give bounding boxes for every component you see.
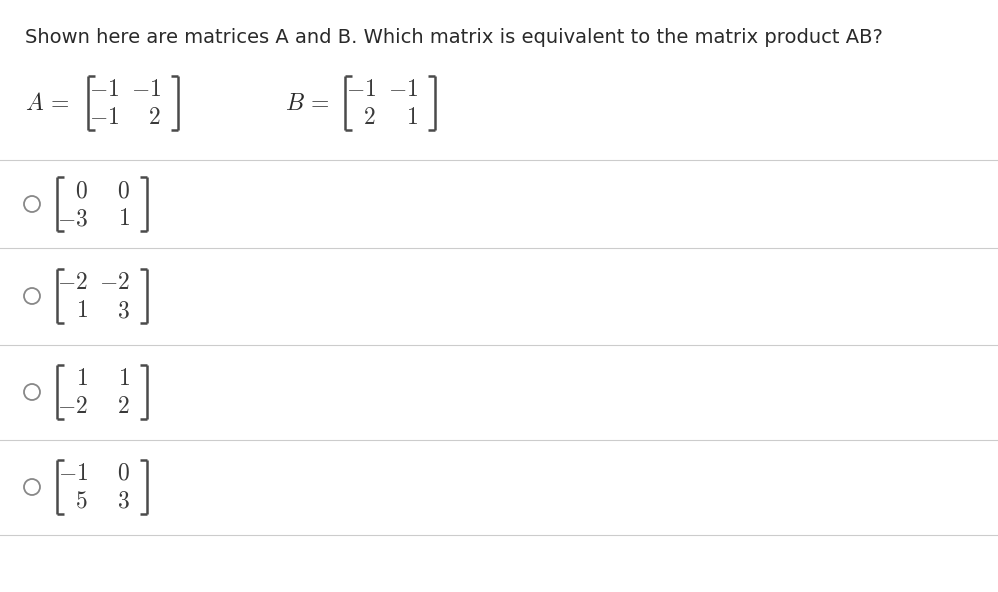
Text: $-2$: $-2$ (57, 394, 88, 418)
Text: $3$: $3$ (117, 298, 130, 322)
Text: $1$: $1$ (76, 366, 88, 390)
Text: $-1$: $-1$ (58, 461, 88, 485)
Text: $0$: $0$ (75, 178, 88, 202)
Text: $A\,=$: $A\,=$ (25, 91, 69, 115)
Text: $1$: $1$ (118, 366, 130, 390)
Text: $-1$: $-1$ (345, 77, 376, 101)
Text: $0$: $0$ (117, 461, 130, 485)
Text: $1$: $1$ (406, 105, 418, 129)
Text: $-2$: $-2$ (57, 270, 88, 294)
Text: $2$: $2$ (149, 105, 161, 129)
Text: $-2$: $-2$ (99, 270, 130, 294)
Text: $-1$: $-1$ (89, 77, 119, 101)
Text: $1$: $1$ (118, 206, 130, 230)
Text: $-3$: $-3$ (57, 206, 88, 230)
Text: $5$: $5$ (76, 489, 88, 513)
Text: $B\,=$: $B\,=$ (285, 91, 329, 115)
Text: $2$: $2$ (363, 105, 376, 129)
Text: $2$: $2$ (118, 394, 130, 418)
Text: $-1$: $-1$ (131, 77, 161, 101)
Text: $-1$: $-1$ (387, 77, 418, 101)
Text: $0$: $0$ (117, 178, 130, 202)
Text: $-1$: $-1$ (89, 105, 119, 129)
Text: $3$: $3$ (117, 489, 130, 513)
Text: $1$: $1$ (76, 298, 88, 322)
Text: Shown here are matrices A and B. Which matrix is equivalent to the matrix produc: Shown here are matrices A and B. Which m… (25, 28, 883, 47)
